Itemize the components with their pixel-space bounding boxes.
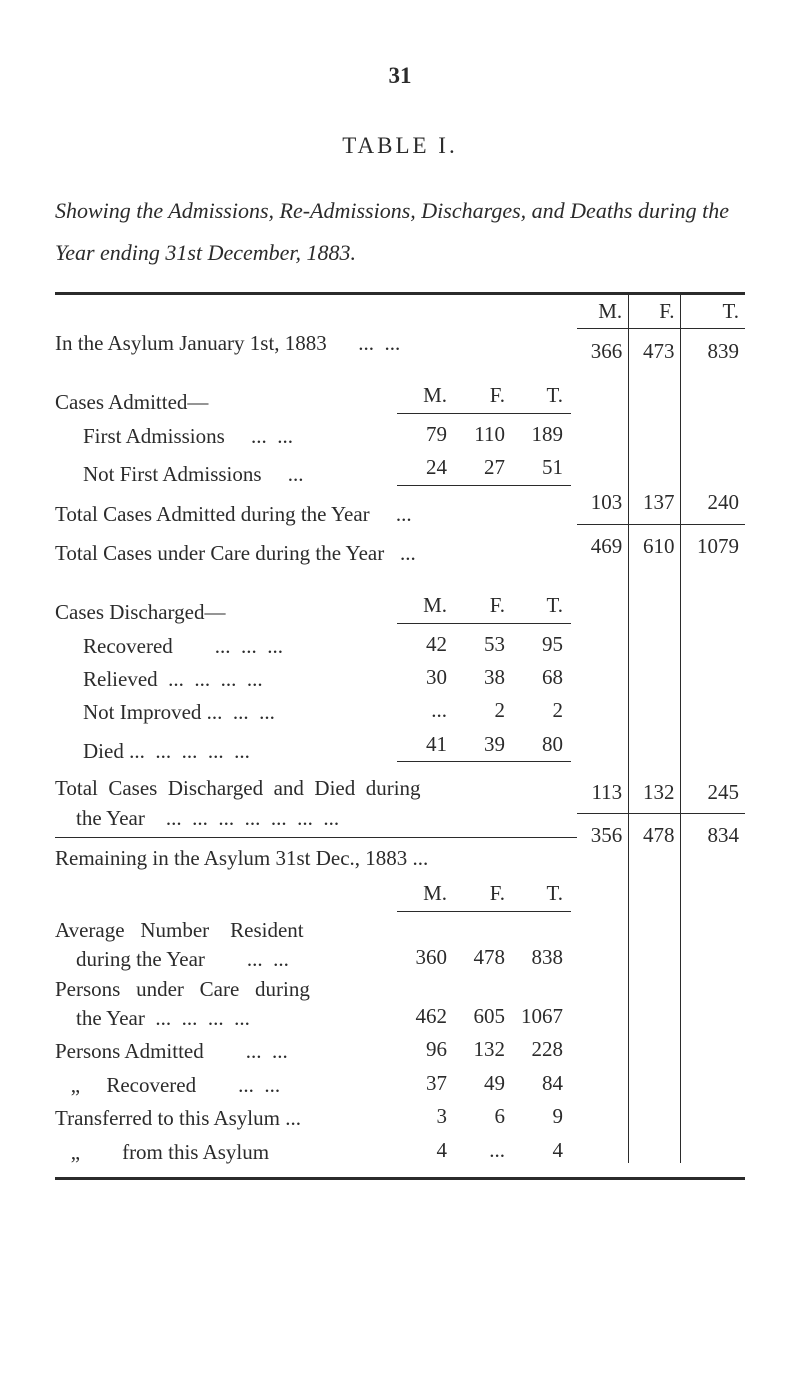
row-transferred-from: „ from this Asylum <box>55 1138 397 1167</box>
row-persons-recovered: „ Recovered ... ... <box>55 1071 397 1100</box>
cases-admitted-header: Cases Admitted— <box>55 362 397 417</box>
hdr-f: F. <box>629 295 681 329</box>
sub-lower: M.F.T. <box>397 877 571 915</box>
tot-adm-m: 103 <box>577 486 629 519</box>
tot-care-m: 469 <box>577 530 629 563</box>
remaining-m: 356 <box>577 819 629 852</box>
hdr-m: M. <box>577 295 629 329</box>
tot-care-t: 1079 <box>681 530 745 563</box>
row-died: Died ... ... ... ... ... <box>55 737 397 766</box>
row-recovered: Recovered ... ... ... <box>55 632 397 661</box>
tot-adm-f: 137 <box>629 486 681 519</box>
not-first-f: 27 <box>455 451 513 485</box>
cases-discharged-header: Cases Discharged— <box>55 572 397 627</box>
row-persons-care: Persons under Care during the Year ... .… <box>55 975 397 1034</box>
page-number: 31 <box>55 60 745 92</box>
tot-disch-t: 245 <box>681 776 745 809</box>
in-asylum-f: 473 <box>629 335 681 368</box>
row-avg-resident: Average Number Resident during the Year … <box>55 916 397 975</box>
not-first-t: 51 <box>513 451 571 485</box>
row-persons-admitted: Persons Admitted ... ... <box>55 1037 397 1066</box>
table-caption: Showing the Admissions, Re-Admissions, D… <box>55 190 745 274</box>
sub-discharged: M.F.T. <box>397 589 571 627</box>
rule-mid <box>55 837 577 838</box>
tot-disch-f: 132 <box>629 776 681 809</box>
remaining-f: 478 <box>629 819 681 852</box>
row-relieved: Relieved ... ... ... ... <box>55 665 397 694</box>
row-first-admissions: First Admissions ... ... <box>55 422 397 451</box>
sub-admitted: M.F.T. <box>397 379 571 417</box>
row-remaining: Remaining in the Asylum 31st Dec., 1883 … <box>55 844 577 873</box>
remaining-t: 834 <box>681 819 745 852</box>
row-transferred-to: Transferred to this Asylum ... <box>55 1104 397 1133</box>
first-adm-m: 79 <box>397 418 455 451</box>
row-total-admitted: Total Cases Admitted during the Year ... <box>55 500 577 529</box>
tot-adm-t: 240 <box>681 486 745 519</box>
row-total-discharged: Total Cases Discharged and Died during t… <box>55 774 577 833</box>
not-first-m: 24 <box>397 451 455 485</box>
first-adm-f: 110 <box>455 418 513 451</box>
row-not-first-admissions: Not First Admissions ... <box>55 460 397 489</box>
row-total-care: Total Cases under Care during the Year .… <box>55 539 577 568</box>
table-title: TABLE I. <box>55 130 745 162</box>
totals-table: M. F. T. 366 473 839 103 137 240 469 610… <box>577 295 745 1163</box>
data-sheet: In the Asylum January 1st, 1883 ... ... … <box>55 295 745 1167</box>
rule-bottom <box>55 1177 745 1180</box>
hdr-t: T. <box>681 295 745 329</box>
row-not-improved: Not Improved ... ... ... <box>55 698 397 727</box>
first-adm-t: 189 <box>513 418 571 451</box>
row-in-asylum: In the Asylum January 1st, 1883 ... ... <box>55 329 577 358</box>
in-asylum-t: 839 <box>681 335 745 368</box>
in-asylum-m: 366 <box>577 335 629 368</box>
tot-disch-m: 113 <box>577 776 629 809</box>
tot-care-f: 610 <box>629 530 681 563</box>
